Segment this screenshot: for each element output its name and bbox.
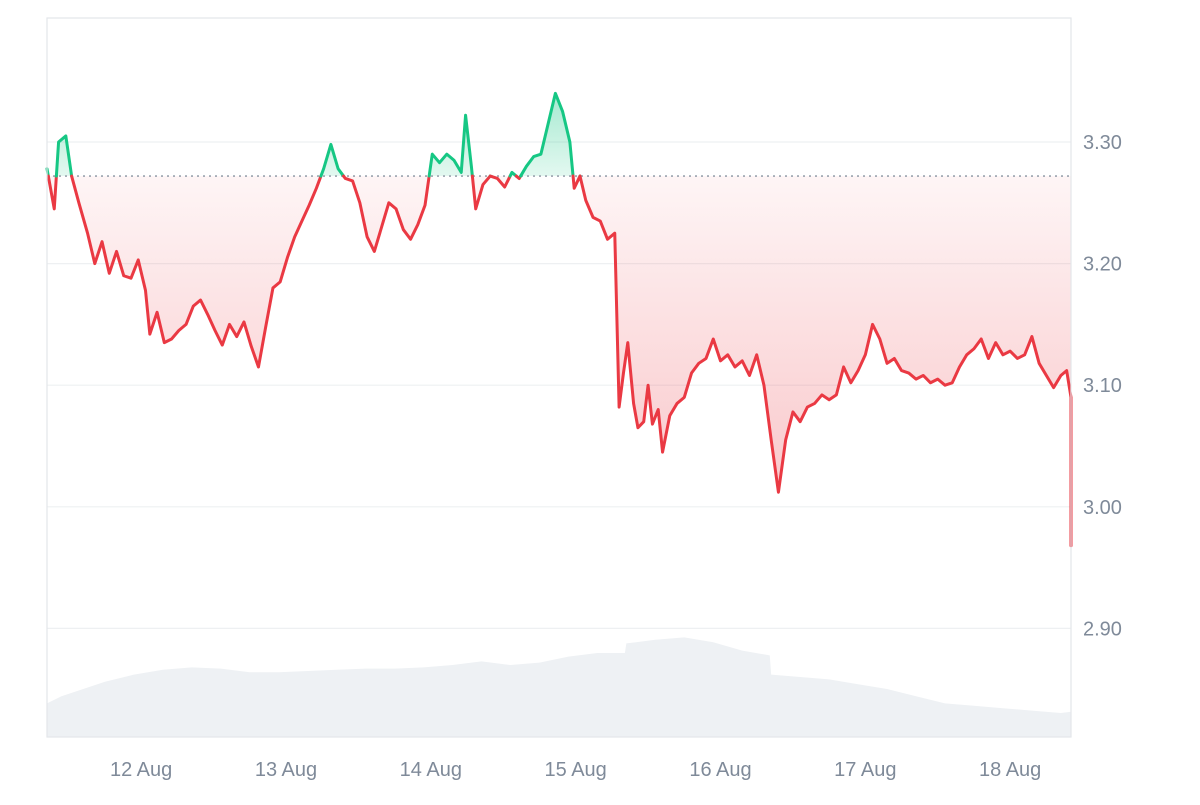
x-tick-label: 18 Aug: [979, 759, 1041, 781]
fill-below-baseline: [343, 176, 430, 252]
line-segment-down: [46, 174, 58, 211]
y-tick-label: 3.10: [1083, 375, 1122, 397]
x-tick-label: 16 Aug: [689, 759, 751, 781]
y-axis-ticks: 2.90 3.00 3.10 3.20 3.30: [1083, 132, 1122, 640]
line-segment-down: [571, 174, 582, 190]
price-fills: [47, 93, 1071, 546]
plot-frame: [46, 17, 1072, 738]
x-tick-label: 12 Aug: [110, 759, 172, 781]
y-tick-label: 2.90: [1083, 618, 1122, 640]
x-tick-label: 14 Aug: [400, 759, 462, 781]
line-segment-up: [54, 134, 74, 178]
line-segment-up: [427, 113, 474, 178]
line-segment-up: [319, 142, 346, 178]
fill-below-baseline: [580, 176, 1071, 546]
x-tick-label: 17 Aug: [834, 759, 896, 781]
y-tick-label: 3.20: [1083, 254, 1122, 276]
price-line: [45, 91, 1073, 548]
x-tick-label: 13 Aug: [255, 759, 317, 781]
fill-below-baseline: [71, 176, 321, 367]
volume-area: [47, 637, 1071, 737]
y-tick-label: 3.00: [1083, 497, 1122, 519]
fill-above-baseline: [56, 135, 72, 177]
line-segment-down: [488, 174, 512, 189]
line-segment-down: [70, 174, 323, 369]
line-segment-up: [508, 170, 518, 178]
x-tick-label: 15 Aug: [545, 759, 607, 781]
line-segment-up: [519, 91, 575, 178]
y-tick-label: 3.30: [1083, 132, 1122, 154]
x-axis-ticks: 12 Aug 13 Aug 14 Aug 15 Aug 16 Aug 17 Aug 18 A…: [110, 759, 1041, 781]
volume-shape: [47, 637, 1071, 737]
line-segment-down: [342, 174, 431, 253]
line-segment-down: [470, 174, 492, 211]
line-segment-down: [578, 174, 1073, 548]
